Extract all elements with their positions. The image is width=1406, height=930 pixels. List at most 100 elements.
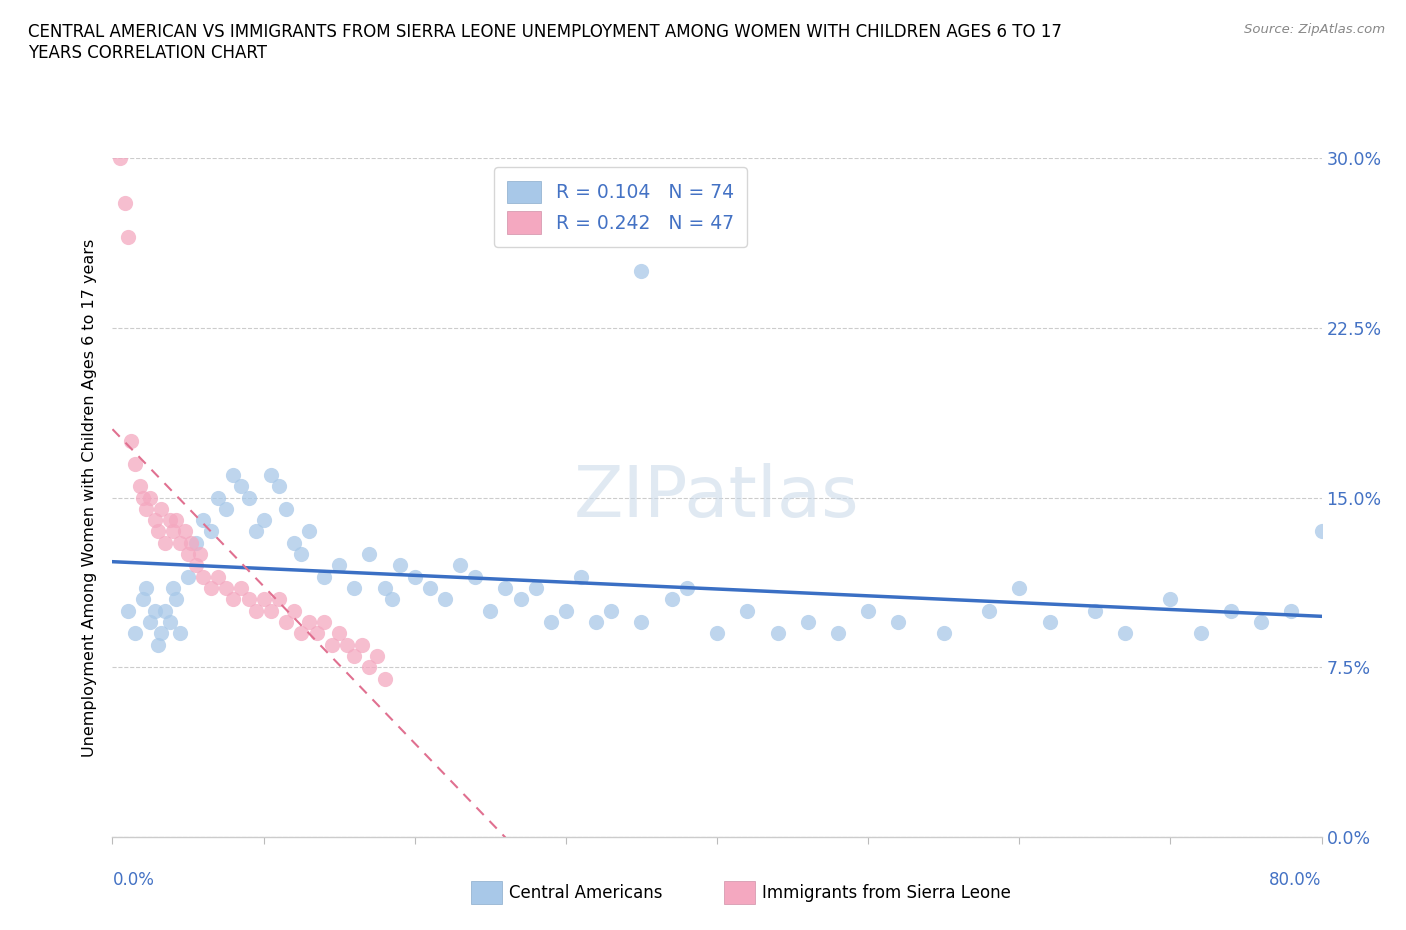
Point [554, 604, 576, 618]
Point [177, 547, 200, 562]
Point [222, 468, 245, 483]
Point [374, 671, 396, 686]
Point [165, 592, 187, 607]
Point [419, 580, 441, 595]
Point [143, 512, 166, 527]
Point [191, 512, 215, 527]
Legend: R = 0.104   N = 74, R = 0.242   N = 47: R = 0.104 N = 74, R = 0.242 N = 47 [494, 167, 747, 247]
Point [200, 525, 222, 539]
Point [676, 580, 699, 595]
Point [298, 615, 321, 630]
Point [207, 569, 229, 584]
Point [124, 626, 146, 641]
Point [132, 592, 155, 607]
Point [276, 501, 298, 516]
Point [276, 615, 298, 630]
Point [600, 604, 623, 618]
Point [661, 592, 683, 607]
Point [238, 490, 260, 505]
Point [207, 490, 229, 505]
Point [359, 660, 381, 675]
Point [479, 604, 502, 618]
Point [381, 592, 404, 607]
Point [139, 615, 162, 630]
Point [827, 626, 849, 641]
Point [290, 626, 312, 641]
Point [200, 580, 222, 595]
Point [1114, 626, 1136, 641]
Point [328, 626, 350, 641]
Point [350, 637, 373, 652]
Point [120, 433, 142, 448]
Point [706, 626, 728, 641]
Point [979, 604, 1001, 618]
Point [165, 512, 187, 527]
Point [146, 525, 169, 539]
Point [585, 615, 607, 630]
Point [114, 196, 136, 211]
Point [245, 525, 267, 539]
Point [1281, 604, 1303, 618]
Point [569, 569, 592, 584]
Point [128, 479, 150, 494]
Point [314, 569, 336, 584]
Point [630, 615, 652, 630]
Point [1189, 626, 1212, 641]
Point [267, 479, 290, 494]
Point [222, 592, 245, 607]
Point [155, 536, 177, 551]
Point [146, 637, 169, 652]
Point [321, 637, 343, 652]
Point [177, 569, 200, 584]
Text: Central Americans: Central Americans [509, 884, 662, 902]
Point [162, 525, 184, 539]
Point [737, 604, 759, 618]
Point [267, 592, 290, 607]
Point [404, 569, 426, 584]
Point [108, 151, 131, 166]
Point [1008, 580, 1031, 595]
Point [328, 558, 350, 573]
Point [124, 457, 146, 472]
Point [215, 580, 238, 595]
Point [132, 490, 155, 505]
Point [253, 512, 276, 527]
Point [238, 592, 260, 607]
Point [174, 525, 197, 539]
Point [887, 615, 910, 630]
Point [169, 626, 191, 641]
Point [1159, 592, 1181, 607]
Point [159, 615, 181, 630]
Point [359, 547, 381, 562]
Text: 0.0%: 0.0% [112, 870, 155, 889]
Point [298, 525, 321, 539]
Point [343, 580, 366, 595]
Point [143, 604, 166, 618]
Point [630, 264, 652, 279]
Point [1038, 615, 1062, 630]
Text: Immigrants from Sierra Leone: Immigrants from Sierra Leone [762, 884, 1011, 902]
Point [117, 604, 139, 618]
Point [260, 604, 283, 618]
Point [159, 512, 181, 527]
Point [149, 626, 172, 641]
Text: 80.0%: 80.0% [1270, 870, 1322, 889]
Point [135, 580, 157, 595]
Point [191, 569, 215, 584]
Point [766, 626, 789, 641]
Point [260, 468, 283, 483]
Point [434, 592, 457, 607]
Point [139, 490, 162, 505]
Point [117, 230, 139, 245]
Point [1084, 604, 1107, 618]
Point [343, 648, 366, 663]
Point [858, 604, 880, 618]
Point [1220, 604, 1243, 618]
Point [509, 592, 531, 607]
Point [796, 615, 818, 630]
Point [305, 626, 328, 641]
Point [135, 501, 157, 516]
Point [388, 558, 411, 573]
Point [169, 536, 191, 551]
Point [449, 558, 471, 573]
